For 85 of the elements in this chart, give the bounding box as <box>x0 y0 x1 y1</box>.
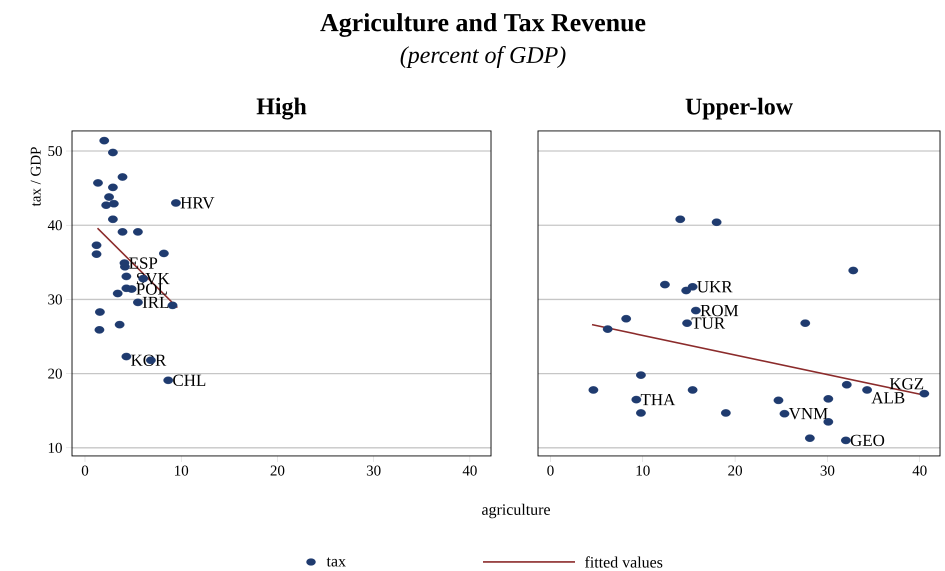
point <box>93 179 103 187</box>
annotation: IRL <box>142 296 168 308</box>
point <box>602 325 613 333</box>
point <box>840 436 851 444</box>
point <box>159 250 169 258</box>
point <box>636 409 646 417</box>
point <box>800 319 810 327</box>
point <box>621 314 632 323</box>
point <box>675 215 686 224</box>
point <box>133 228 143 236</box>
x-tick-label: 0 <box>547 466 554 476</box>
point <box>92 241 102 250</box>
text: agriculture <box>482 504 550 518</box>
point <box>780 410 790 418</box>
point <box>121 272 132 280</box>
point <box>92 250 102 258</box>
point <box>168 302 178 310</box>
x-tick-label: 30 <box>820 466 834 476</box>
annotation: VNM <box>788 408 828 420</box>
x-tick-label: 10 <box>175 466 188 476</box>
annotation: CHL <box>173 374 206 386</box>
x-tick-label: 30 <box>366 466 381 476</box>
point <box>133 298 143 306</box>
y-tick-label: 30 <box>48 294 62 304</box>
point <box>108 184 118 192</box>
point <box>823 418 834 426</box>
point <box>104 193 114 201</box>
annotation: GEO <box>850 434 884 446</box>
point <box>688 386 698 394</box>
point <box>682 319 692 327</box>
point <box>163 376 174 384</box>
x-tick-label: 40 <box>462 466 477 476</box>
text: Agriculture and Tax Revenue <box>320 13 646 37</box>
point <box>636 371 646 379</box>
point <box>101 201 112 209</box>
point <box>114 320 125 328</box>
y-tick-label: 40 <box>48 220 62 230</box>
annotation: ROM <box>700 304 738 316</box>
x-tick-label: 20 <box>728 466 742 476</box>
point <box>842 380 852 389</box>
point <box>108 215 118 224</box>
point <box>126 285 137 293</box>
point <box>631 396 642 404</box>
annotation: TUR <box>692 318 726 329</box>
point <box>171 199 181 207</box>
point <box>95 308 105 316</box>
point <box>108 200 119 208</box>
point <box>94 326 104 334</box>
y-tick-label: 20 <box>48 368 62 379</box>
x-tick-label: 10 <box>636 466 650 476</box>
x-tick-label: 20 <box>270 466 284 476</box>
point <box>919 390 930 398</box>
point <box>108 148 118 156</box>
text: (percent of GDP) <box>400 46 566 68</box>
chart-title: High <box>256 98 306 120</box>
point <box>99 136 110 144</box>
annotation: KGZ <box>890 378 924 390</box>
point <box>804 434 815 442</box>
point <box>848 266 858 274</box>
x-tick-label: 0 <box>82 466 88 476</box>
x-tick-label: 40 <box>912 466 927 476</box>
point <box>681 286 692 294</box>
y-tick-label: 10 <box>48 442 62 453</box>
point <box>118 228 128 236</box>
point <box>712 218 722 226</box>
annotation: THA <box>640 394 676 406</box>
chart-title: Upper-low <box>686 98 793 120</box>
point <box>690 306 701 314</box>
point <box>720 409 731 417</box>
point <box>112 290 123 298</box>
point <box>588 386 598 394</box>
point <box>688 283 698 291</box>
annotation: HRV <box>180 197 214 209</box>
point <box>118 173 128 181</box>
point <box>862 386 872 394</box>
text: fitted values <box>585 556 662 568</box>
legend-label: tax <box>326 557 346 567</box>
point <box>660 280 670 288</box>
y-axis-title: tax / GDP <box>30 147 41 206</box>
annotation: UKR <box>697 281 733 292</box>
point <box>823 395 834 403</box>
point <box>121 352 132 360</box>
annotation: ALB <box>871 392 904 404</box>
point <box>774 396 784 404</box>
y-tick-label: 50 <box>48 146 62 156</box>
